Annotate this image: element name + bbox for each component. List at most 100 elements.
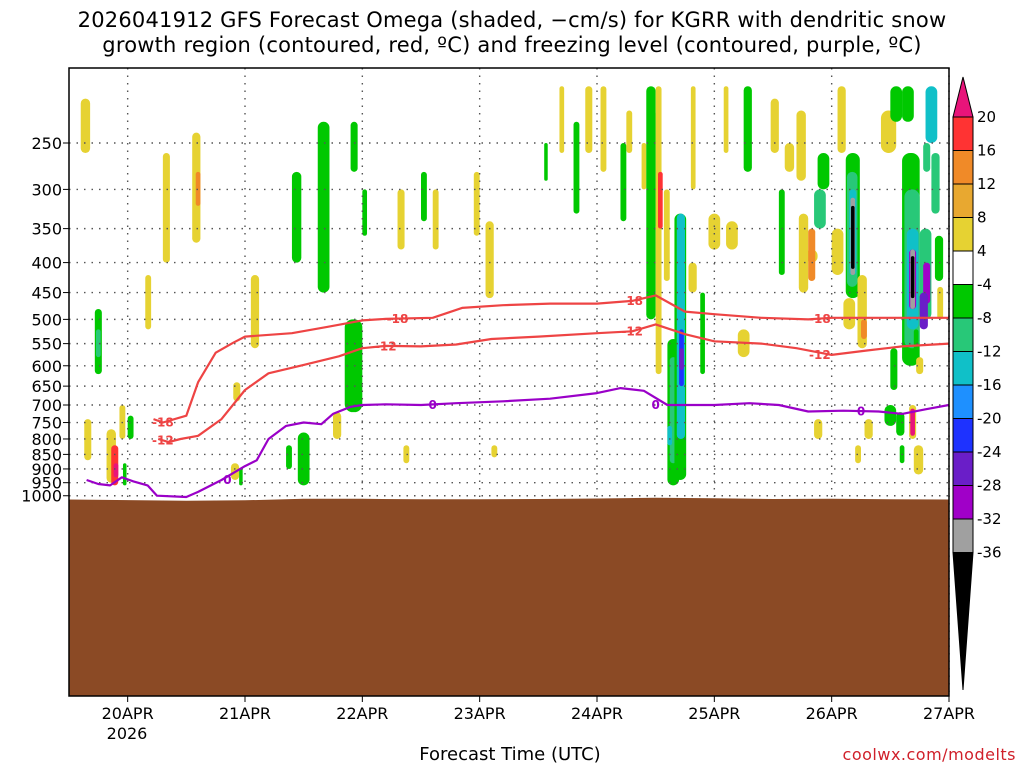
y-tick-label: 750 <box>31 414 62 433</box>
omega-cell <box>896 412 905 436</box>
colorbar-label: 16 <box>977 142 996 160</box>
colorbar-label: -16 <box>977 376 1002 394</box>
omega-cell <box>318 189 328 263</box>
omega-cell <box>350 121 358 172</box>
omega-cell <box>600 86 607 172</box>
colorbar-bottom-arrow <box>952 552 974 691</box>
colorbar-swatch <box>952 217 974 252</box>
omega-cell <box>485 221 494 299</box>
colorbar-swatch <box>952 317 974 352</box>
omega-cell <box>743 86 752 172</box>
omega-cell <box>641 143 647 190</box>
colorbar-label: -36 <box>977 544 1002 562</box>
colorbar-swatch <box>952 116 974 151</box>
y-tick-label: 300 <box>31 180 62 199</box>
omega-cell <box>195 171 201 206</box>
colorbar-swatch <box>952 351 974 386</box>
colorbar-swatch <box>952 485 974 520</box>
y-tick-label: 400 <box>31 254 62 273</box>
omega-cell <box>667 425 673 446</box>
omega-cell <box>700 292 705 375</box>
omega-cell <box>916 357 924 375</box>
contour-label: -12 <box>809 348 831 362</box>
omega-cell <box>286 445 292 469</box>
omega-cell <box>491 445 498 458</box>
x-tick-label: 26APR <box>806 704 858 723</box>
omega-cell <box>620 143 627 222</box>
omega-cell <box>931 152 940 214</box>
chart-title-line2: growth region (contoured, red, ºC) and f… <box>102 33 922 57</box>
omega-cell <box>708 213 721 250</box>
colorbar-swatch <box>952 384 974 419</box>
y-tick-label: 950 <box>31 474 62 493</box>
y-tick-label: 700 <box>31 396 62 415</box>
omega-cell <box>333 412 342 439</box>
omega-cell <box>934 235 944 281</box>
omega-cell <box>726 221 738 250</box>
colorbar-swatch <box>952 183 974 218</box>
y-tick-label: 1000 <box>21 487 62 506</box>
omega-cell <box>95 329 101 358</box>
omega-cell <box>880 110 897 153</box>
omega-cell <box>864 419 873 439</box>
y-tick-label: 850 <box>31 445 62 464</box>
omega-cell <box>913 445 924 475</box>
omega-cell <box>473 171 480 236</box>
x-year-label: 2026 <box>107 724 148 743</box>
contour-label: -18 <box>387 312 409 326</box>
omega-shading <box>80 86 944 486</box>
omega-cell <box>397 189 405 250</box>
contours: -18 -18 -18 -18 -12 -12 -12 -12 0 0 0 0 <box>86 294 949 499</box>
omega-cell <box>919 292 928 330</box>
x-tick-label: 21APR <box>219 704 271 723</box>
contour-red--18 <box>153 294 949 424</box>
omega-cell <box>902 86 914 122</box>
colorbar-swatch <box>952 518 974 553</box>
y-tick-label: 350 <box>31 220 62 239</box>
omega-cell <box>808 228 816 281</box>
colorbar-swatch <box>952 451 974 486</box>
omega-cell <box>544 143 548 181</box>
colorbar-label: 8 <box>977 209 987 227</box>
omega-cell <box>573 121 580 214</box>
omega-cell <box>796 110 806 181</box>
omega-cell <box>778 189 785 276</box>
omega-cell <box>814 419 823 439</box>
omega-cell <box>679 348 684 370</box>
y-tick-label: 250 <box>31 134 62 153</box>
colorbar-label: -4 <box>977 276 992 294</box>
x-tick-label: 22APR <box>336 704 388 723</box>
omega-cell <box>80 98 91 153</box>
omega-cell <box>350 338 358 391</box>
omega-cell <box>239 468 243 486</box>
colorbar: 20 16 12 8 4 -4 -8 -12 -16 -20 -24 -28 -32 -36 <box>952 76 1002 691</box>
colorbar-swatch <box>952 250 974 285</box>
colorbar-top-arrow <box>952 76 974 118</box>
contour-purple-0 <box>86 387 949 499</box>
omega-cell <box>145 275 152 330</box>
omega-cell <box>890 86 903 122</box>
colorbar-swatch <box>952 418 974 453</box>
omega-cell <box>910 256 915 299</box>
omega-cell <box>913 329 919 358</box>
omega-cell <box>690 86 696 190</box>
y-tick-label: 650 <box>31 377 62 396</box>
omega-cell <box>723 86 729 153</box>
y-tick-label: 550 <box>31 335 62 354</box>
omega-cell <box>663 189 670 281</box>
omega-cell <box>770 98 779 153</box>
omega-cell <box>937 286 944 320</box>
omega-cell <box>861 319 867 339</box>
omega-cell <box>432 189 439 250</box>
y-tick-label: 450 <box>31 284 62 303</box>
omega-cell <box>817 152 830 190</box>
y-axis: 2503003504004505005506006507007508008509… <box>21 134 69 506</box>
y-tick-label: 900 <box>31 460 62 479</box>
contour-label: 0 <box>223 473 231 487</box>
x-tick-label: 27APR <box>923 704 975 723</box>
omega-cell <box>843 298 856 330</box>
omega-cell <box>923 143 931 172</box>
contour-label: -12 <box>375 339 397 353</box>
omega-cell <box>925 86 938 143</box>
